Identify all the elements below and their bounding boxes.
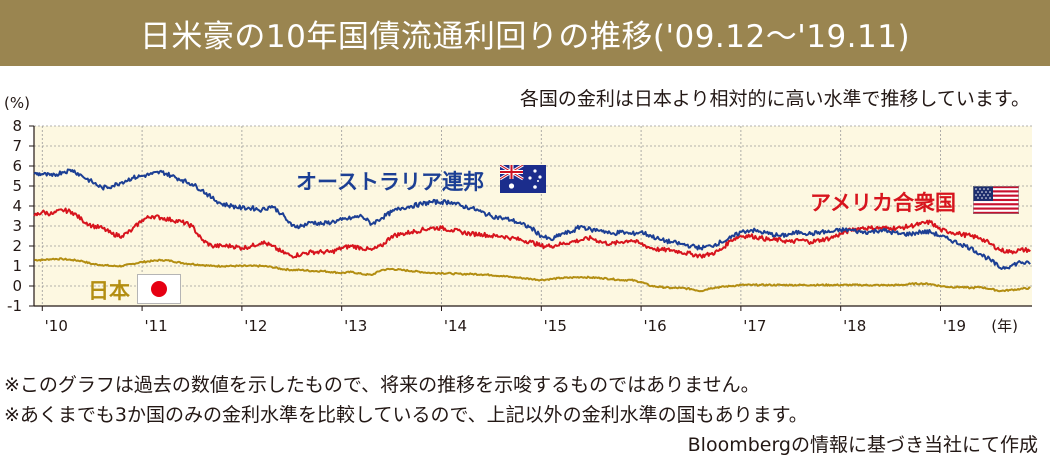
x-tick-label: '10 [45, 317, 68, 335]
y-tick-label: 2 [12, 237, 22, 255]
usa-series-label: アメリカ合衆国 [810, 191, 956, 215]
y-tick-label: 4 [12, 197, 22, 215]
y-tick-label: -1 [7, 297, 22, 315]
y-axis-unit: (%) [4, 94, 30, 112]
chart-title: 日米豪の10年国債流通利回りの推移('09.12〜'19.11) [139, 18, 911, 55]
y-tick-label: 3 [12, 217, 22, 235]
y-tick-label: 5 [12, 177, 22, 195]
japan-series-label: 日本 [88, 279, 130, 303]
usa-flag-icon [973, 186, 1019, 214]
x-tick-label: '18 [843, 317, 866, 335]
title-bar: 日米豪の10年国債流通利回りの推移('09.12〜'19.11) [0, 0, 1050, 66]
y-tick-label: 1 [12, 257, 22, 275]
x-axis-unit: (年) [991, 317, 1018, 335]
y-tick-label: 8 [12, 117, 22, 135]
series-line-australia [33, 168, 1031, 270]
x-tick-label: '16 [643, 317, 666, 335]
footnotes: ※このグラフは過去の数値を示したもので、将来の推移を示唆するものではありません。… [4, 370, 808, 430]
x-tick-label: '19 [943, 317, 966, 335]
y-tick-label: 7 [12, 137, 22, 155]
footnote-2: ※あくまでも3か国のみの金利水準を比較しているので、上記以外の金利水準の国もあり… [4, 404, 808, 426]
x-tick-label: '15 [544, 317, 567, 335]
australia-flag-icon [500, 165, 546, 193]
x-tick-label: '11 [144, 317, 167, 335]
plot-area [34, 126, 1032, 306]
chart-subtitle: 各国の金利は日本より相対的に高い水準で推移しています。 [519, 88, 1030, 110]
x-tick-label: '14 [444, 317, 467, 335]
footnote-1: ※このグラフは過去の数値を示したもので、将来の推移を示唆するものではありません。 [4, 374, 760, 396]
x-tick-label: '13 [344, 317, 367, 335]
x-tick-label: '17 [743, 317, 766, 335]
series-line-japan [34, 257, 1031, 293]
data-source-note: Bloombergの情報に基づき当社にて作成 [687, 434, 1038, 456]
australia-series-label: オーストラリア連邦 [296, 170, 484, 194]
japan-flag-icon [137, 274, 181, 304]
y-tick-label: 6 [12, 157, 22, 175]
y-tick-label: 0 [12, 277, 22, 295]
yield-line-chart: -1 0 1 2 3 4 5 6 7 8 '10 '11 '12 '13 '14 '15 '16 '17 '18 '1… [7, 117, 1032, 335]
x-tick-label: '12 [244, 317, 267, 335]
series-line-usa [33, 207, 1031, 259]
